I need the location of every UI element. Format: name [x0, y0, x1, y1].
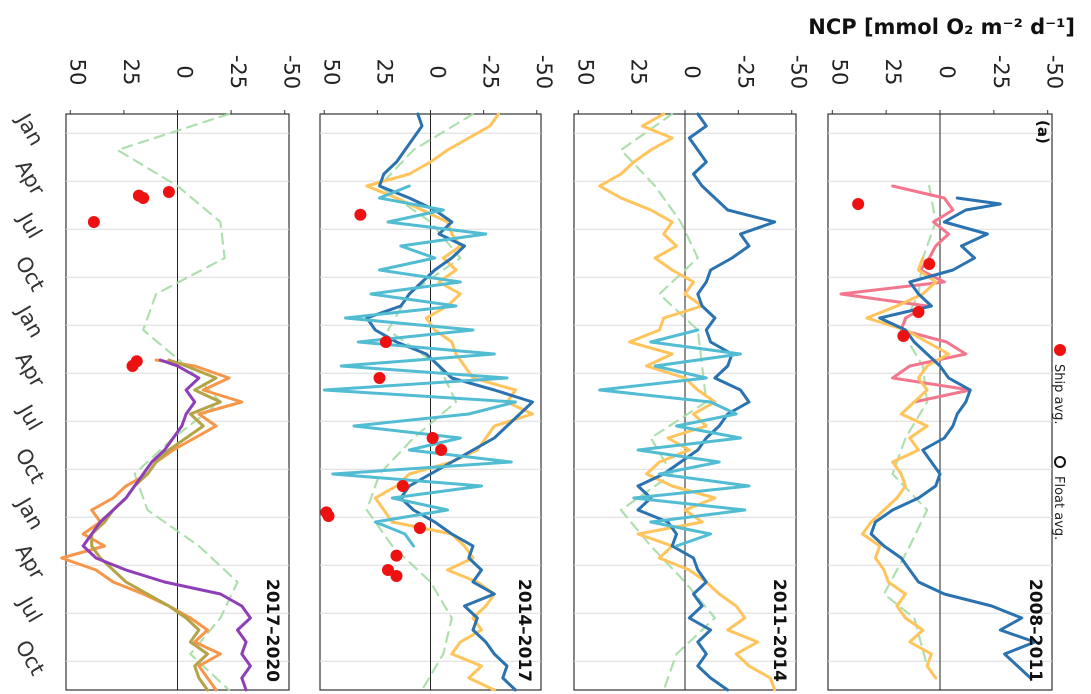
panel-4: -50 -25 0 25 50 Jan Apr Jul Oct Jan Apr Jul Oct Jan Ap…	[11, 55, 304, 692]
period-label: 2011–2014	[769, 579, 789, 682]
ship-avg-point	[87, 216, 100, 228]
y-tick-label: 50	[65, 59, 89, 86]
ship-avg-point	[852, 198, 865, 210]
series-line-climatology	[882, 184, 937, 668]
y-tick-label: 0	[935, 65, 959, 78]
y-tick-label: 25	[372, 59, 396, 86]
ship-avg-point	[897, 330, 910, 342]
series-line-cyan	[598, 328, 751, 548]
ship-avg-point	[354, 208, 367, 221]
series-line-climatology	[365, 112, 475, 692]
series-line-dark_blue	[869, 196, 1037, 680]
ship-avg-point	[373, 372, 386, 384]
y-tick-label: -25	[479, 55, 503, 89]
ship-avg-point	[137, 192, 150, 204]
y-tick-label: -25	[733, 55, 757, 89]
ship-avg-point	[322, 510, 335, 522]
y-tick-label: 25	[119, 59, 143, 86]
panel-letter: (a)	[1034, 120, 1052, 144]
y-tick-label: 25	[627, 59, 651, 86]
ship-avg-point	[923, 258, 936, 270]
legend-label: Float avg.	[1051, 476, 1066, 540]
ship-avg-point	[379, 336, 392, 348]
series-line-purple	[81, 358, 252, 692]
ship-avg-point	[126, 360, 139, 372]
series-line-olive	[90, 358, 222, 692]
period-label: 2008–2011	[1025, 579, 1045, 682]
y-tick-label: 0	[173, 65, 197, 78]
x-tick-label: Jan	[11, 492, 49, 534]
y-tick-label: 25	[881, 59, 905, 86]
x-tick-label: Apr	[11, 540, 50, 584]
ship-avg-point	[413, 522, 426, 534]
series-line-light_orange	[598, 112, 777, 692]
series-line-dark_blue	[636, 112, 777, 692]
x-tick-label: Oct	[11, 252, 50, 295]
y-tick-label: 50	[827, 59, 851, 86]
x-tick-label: Jul	[12, 207, 46, 243]
panel-1: -50 -25 0 25 50 2008–2011	[827, 55, 1067, 691]
figure-title: NCP [mmol O₂ m⁻² d⁻¹]	[808, 15, 1075, 39]
legend-marker-float	[1054, 456, 1066, 468]
series-line-dark_blue	[365, 112, 534, 692]
y-tick-label: -25	[989, 55, 1013, 89]
y-tick-label: 0	[680, 65, 704, 78]
x-tick-label: Jan	[11, 300, 49, 342]
y-tick-label: 50	[573, 59, 597, 86]
y-tick-label: 0	[426, 65, 450, 78]
y-tick-label: -25	[226, 55, 250, 89]
ship-avg-point	[390, 549, 403, 562]
series-line-cyan	[322, 184, 517, 548]
y-tick-label: -50	[1043, 55, 1067, 89]
legend-marker-ship	[1054, 344, 1066, 356]
ship-avg-point	[382, 564, 394, 576]
ship-avg-point	[912, 306, 925, 318]
ship-avg-point	[435, 444, 448, 456]
legend-label: Ship avg.	[1051, 364, 1066, 425]
ship-avg-point	[426, 432, 439, 444]
y-tick-label: -50	[787, 55, 811, 89]
y-tick-label: -50	[532, 55, 556, 89]
ship-avg-point	[162, 186, 175, 198]
x-tick-label: Jul	[12, 591, 46, 627]
legend: Ship avg. Float avg.	[1051, 344, 1066, 540]
x-tick-label: Jul	[12, 399, 46, 435]
y-tick-label: -50	[280, 55, 304, 89]
period-label: 2017–2020	[262, 579, 282, 682]
ship-avg-point	[390, 570, 403, 582]
x-tick-label: Oct	[11, 444, 50, 487]
y-tick-label: 50	[319, 59, 343, 86]
x-tick-label: Apr	[11, 156, 50, 200]
x-tick-label: Apr	[11, 348, 50, 392]
panel-2: -50 -25 0 25 50 2011–2014	[573, 55, 811, 692]
period-label: 2014–2017	[514, 579, 534, 682]
series-line-pink	[839, 184, 972, 404]
panel-3: -50 -25 0 25 50 2014–2017	[319, 55, 556, 692]
x-tick-label: Oct	[11, 636, 50, 679]
x-tick-label: Jan	[11, 108, 49, 150]
ship-avg-point	[396, 480, 409, 492]
panels: -50 -25 0 25 50 2008–2011 -50 -25 0 25 50 2011–2014…	[11, 55, 1067, 692]
